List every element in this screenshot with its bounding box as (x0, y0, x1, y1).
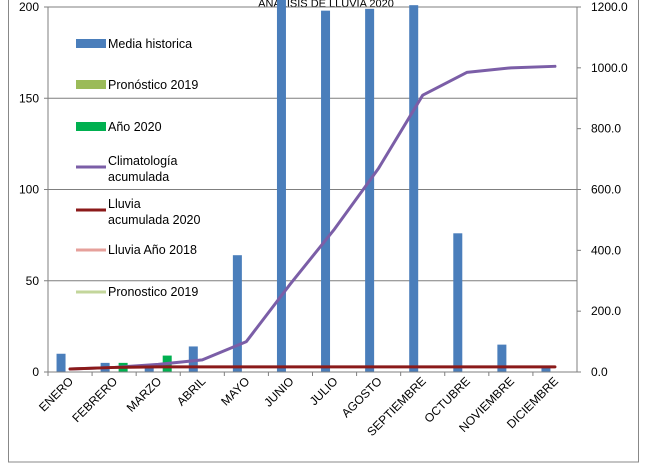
right-tick-label-1: 200.0 (591, 304, 621, 318)
legend-label-1: Pronóstico 2019 (108, 78, 198, 92)
right-tick-label-0: 0.0 (591, 365, 608, 379)
right-tick-label-6: 1200.0 (591, 0, 628, 14)
left-tick-label-1: 50 (26, 274, 40, 288)
right-tick-label-2: 400.0 (591, 243, 621, 257)
bar-0-6 (321, 10, 331, 373)
gridlines (48, 6, 577, 373)
legend-swatch-1 (76, 80, 106, 89)
legend-label-6: Pronostico 2019 (108, 285, 198, 299)
lines-group (68, 64, 557, 371)
left-tick-label-4: 200 (19, 0, 39, 14)
bar-0-8 (409, 5, 419, 373)
bars-group (56, 0, 551, 373)
left-tick-label-2: 100 (19, 183, 39, 197)
legend: Media historica Pronóstico 2019 Año 2020 Cl… (76, 37, 200, 299)
bar-0-3 (188, 346, 198, 372)
legend-label-2: Año 2020 (108, 120, 162, 134)
chart-border (8, 0, 639, 463)
legend-label-0: Media historica (108, 37, 192, 51)
legend-swatch-0 (76, 39, 106, 48)
right-tick-label-4: 800.0 (591, 122, 621, 136)
bar-0-7 (365, 8, 375, 372)
left-tick-label-0: 0 (32, 365, 39, 379)
line-series-1 (68, 365, 557, 371)
x-tick-label-1: FEBRERO (69, 374, 120, 425)
bar-0-9 (453, 233, 463, 372)
legend-label-4: Lluvia acumulada 2020 (108, 197, 200, 227)
bar-0-10 (497, 344, 507, 372)
x-tick-label-0: ENERO (36, 374, 76, 414)
chart-title: ANÁLISIS DE LLUVIA 2020 (258, 0, 394, 10)
left-tick-label-3: 150 (19, 91, 39, 105)
bar-0-5 (276, 0, 286, 372)
x-tick-label-5: JUNIO (261, 374, 296, 409)
x-tick-label-2: MARZO (124, 374, 165, 415)
x-tick-label-4: MAYO (218, 374, 252, 408)
bar-0-2 (144, 366, 154, 372)
x-tick-label-7: AGOSTO (339, 374, 385, 420)
legend-label-5: Lluvia Año 2018 (108, 243, 197, 257)
bar-0-4 (232, 255, 242, 372)
x-tick-label-6: JULIO (307, 374, 341, 408)
line-series-0 (68, 64, 557, 371)
bar-0-0 (56, 353, 66, 372)
legend-swatch-2 (76, 122, 106, 131)
right-tick-label-3: 600.0 (591, 183, 621, 197)
right-tick-label-5: 1000.0 (591, 61, 628, 75)
bar-0-11 (541, 366, 551, 372)
x-tick-label-3: ABRIL (174, 374, 209, 409)
legend-label-3: Climatología acumulada (108, 154, 178, 184)
